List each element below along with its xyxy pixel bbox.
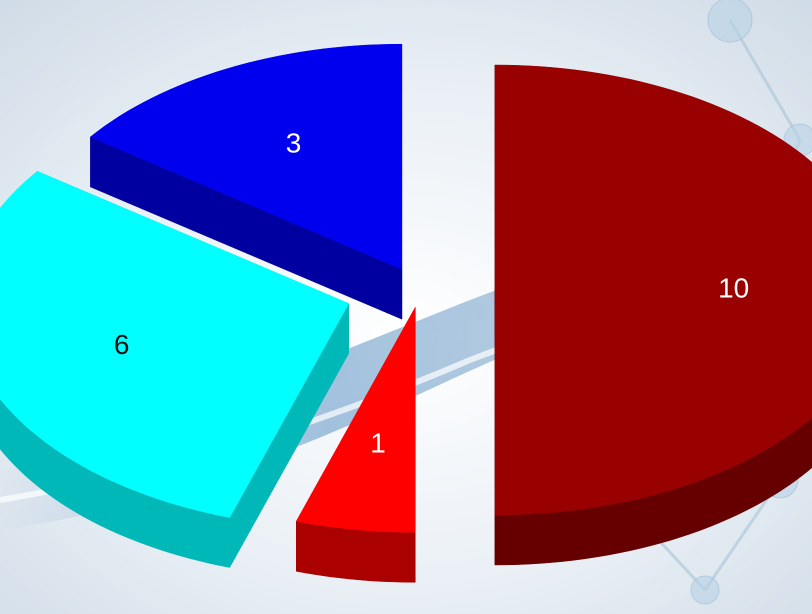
data-label-0: 10 — [718, 272, 749, 303]
pie-slice-2[interactable] — [0, 171, 350, 518]
molecule-bond — [728, 19, 802, 141]
data-label-1: 1 — [370, 427, 386, 458]
pie-slices — [0, 43, 812, 583]
data-label-2: 6 — [114, 329, 130, 360]
molecule-atom — [690, 575, 720, 605]
pie-slice-3[interactable] — [89, 43, 403, 270]
data-label-3: 3 — [286, 127, 302, 158]
molecule-atom — [707, 0, 753, 43]
pie-slice-side-0 — [494, 417, 812, 566]
pie-data-labels: 10 1 6 3 — [114, 127, 749, 458]
pie-slice-1[interactable] — [295, 306, 416, 533]
pie-slice-0[interactable] — [494, 64, 812, 516]
